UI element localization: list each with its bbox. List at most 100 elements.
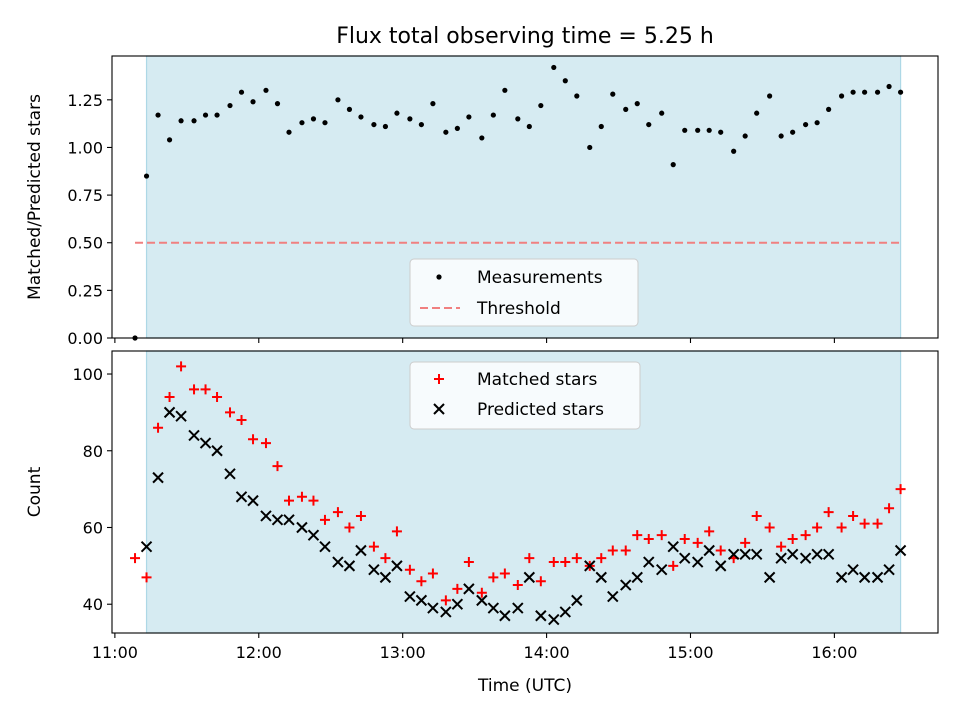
matched-star-point: [535, 576, 546, 587]
predicted-star-point: [786, 548, 799, 561]
predicted-star-point: [296, 521, 308, 534]
measurement-point: [346, 106, 353, 112]
count-panel-frame: [111, 350, 939, 634]
measurement-point: [897, 89, 904, 95]
measurement-point: [706, 127, 712, 133]
matched-star-point: [596, 553, 607, 564]
measurement-point: [407, 116, 413, 122]
matched-star-point: [319, 514, 330, 525]
predicted-star-point: [440, 606, 452, 618]
predicted-star-point: [655, 563, 668, 576]
predicted-star-point: [260, 510, 272, 522]
measurement-point: [214, 112, 220, 118]
measurement-point: [430, 101, 436, 107]
legend-threshold-label: Threshold: [476, 299, 561, 319]
predicted-star-point: [811, 548, 823, 561]
measurement-point: [562, 78, 568, 84]
predicted-star-point: [799, 552, 812, 564]
count-legend-box: [409, 361, 641, 430]
matched-star-point: [704, 526, 715, 537]
matched-star-point: [368, 541, 379, 552]
measurement-point: [803, 121, 809, 128]
measurement-point: [479, 135, 485, 141]
ratio-y-tick-label: 0.00: [67, 329, 103, 348]
matched-star-point: [571, 553, 582, 564]
predicted-star-point: [750, 548, 763, 561]
measurement-point: [394, 110, 400, 116]
matched-star-point: [391, 526, 402, 537]
measurement-point: [695, 127, 701, 133]
matched-star-point: [416, 576, 427, 587]
predicted-star-point: [463, 583, 475, 595]
predicted-star-point: [620, 579, 632, 591]
matched-star-point: [836, 522, 847, 533]
predicted-star-point: [235, 491, 248, 503]
matched-star-point: [236, 415, 247, 426]
predicted-star-point: [727, 548, 740, 561]
matched-star-point: [607, 545, 618, 556]
predicted-star-point: [451, 598, 464, 610]
legend-matched-label: Matched stars: [477, 370, 597, 390]
measurement-point: [538, 102, 544, 109]
measurement-point: [191, 118, 197, 124]
matched-star-point: [679, 534, 690, 544]
matched-star-point: [272, 461, 283, 472]
matched-star-point: [440, 595, 451, 606]
predicted-star-point: [679, 552, 691, 564]
matched-star-point: [884, 503, 895, 514]
measurement-point: [587, 144, 593, 151]
count-y-tick-label: 100: [72, 365, 103, 384]
measurement-point: [382, 123, 389, 130]
predicted-star-point: [307, 529, 320, 541]
measurement-point: [143, 173, 150, 179]
count-y-tick-label: 80: [83, 442, 103, 461]
measurement-point: [718, 129, 724, 135]
matched-star-point: [164, 392, 175, 403]
measurement-point: [227, 102, 233, 109]
matched-star-point: [176, 361, 187, 372]
measurement-point: [862, 89, 868, 95]
predicted-star-point: [559, 606, 572, 618]
measurement-point: [202, 112, 209, 118]
matched-star-point: [560, 557, 571, 568]
predicted-star-point: [487, 602, 500, 614]
matched-star-point: [643, 534, 654, 544]
predicted-star-point: [224, 468, 236, 480]
ratio-panel: 0.00 0.25 0.50 0.75 1.00 1.25 Matched/Predict…: [25, 55, 939, 348]
measurement-point: [778, 133, 784, 139]
measurement-point: [335, 97, 341, 103]
measurement-point: [682, 127, 688, 133]
measurement-point: [250, 99, 256, 105]
measurement-point: [310, 116, 317, 122]
count-x-tick-label: 11:00: [92, 643, 138, 662]
legend-predicted-label: Predicted stars: [477, 400, 604, 420]
predicted-star-point: [247, 494, 259, 507]
measurement-point: [814, 120, 820, 126]
matched-star-point: [260, 438, 271, 449]
measurement-point: [263, 87, 269, 93]
matched-star-point: [764, 522, 775, 533]
matched-star-point: [452, 583, 463, 594]
measurement-point: [826, 106, 832, 112]
matched-star-point: [548, 557, 559, 568]
matched-star-point: [212, 392, 223, 403]
predicted-star-point: [379, 571, 392, 584]
predicted-star-point: [523, 571, 536, 584]
measurement-point: [515, 116, 521, 122]
predicted-star-point: [883, 563, 895, 576]
predicted-star-point: [211, 445, 223, 457]
matched-star-point: [200, 384, 211, 395]
predicted-star-point: [319, 540, 331, 553]
matched-star-point: [130, 553, 141, 564]
measurement-point: [178, 118, 184, 124]
count-x-tick-label: 15:00: [667, 643, 713, 662]
matched-star-point: [787, 534, 798, 544]
matched-star-point: [296, 491, 307, 502]
predicted-star-point: [391, 560, 403, 572]
matched-star-point: [355, 510, 366, 521]
matched-star-point: [632, 530, 643, 541]
matched-star-point: [225, 407, 235, 418]
legend-measurements-marker: [436, 274, 442, 280]
measurement-point: [299, 120, 305, 126]
predicted-star-point: [871, 571, 884, 584]
